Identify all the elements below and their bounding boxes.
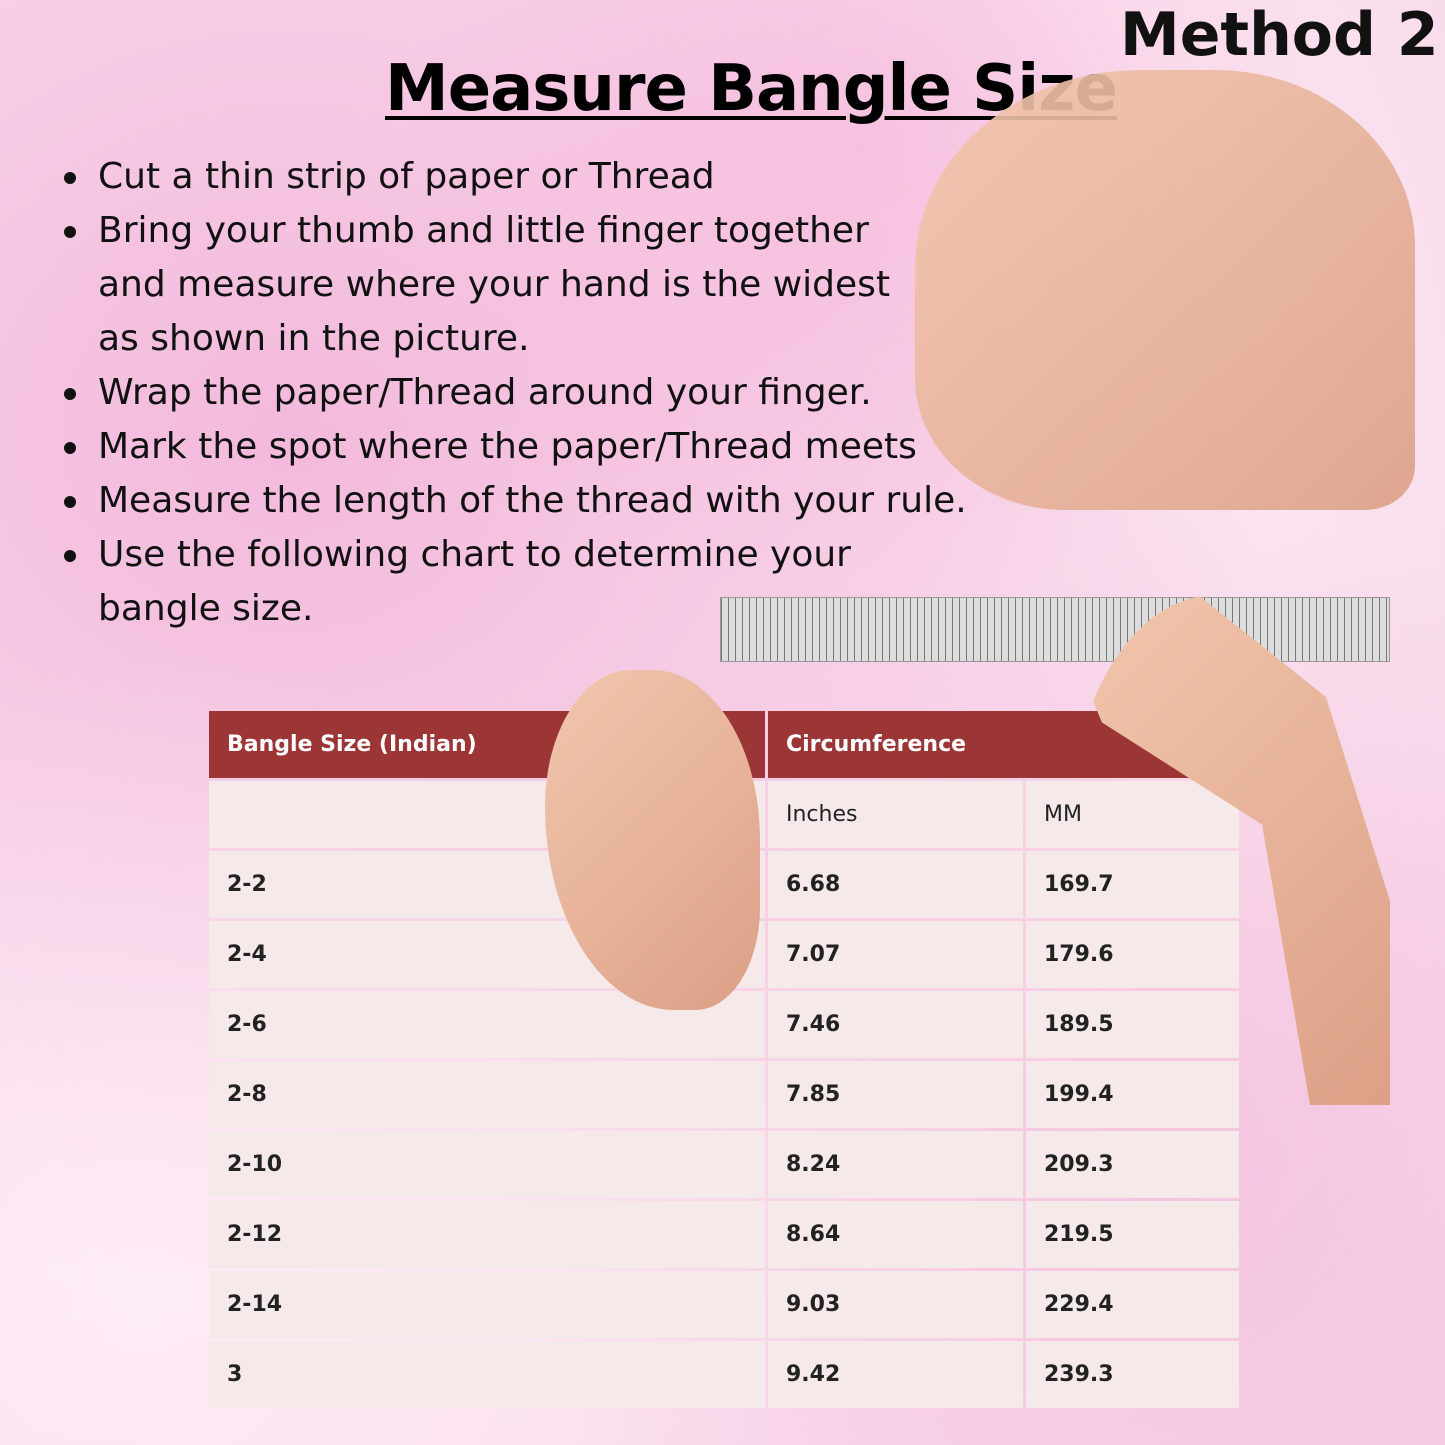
cell-mm: 169.7 [1026, 851, 1239, 918]
list-item: Bring your thumb and little finger toget… [62, 204, 942, 366]
cell-inches: 9.03 [768, 1271, 1023, 1338]
table-subheader-row: Inches MM [209, 781, 1239, 848]
cell-inches: 8.64 [768, 1201, 1023, 1268]
subheader-inches: Inches [768, 781, 1023, 848]
cell-inches: 9.42 [768, 1341, 1023, 1408]
list-item: Cut a thin strip of paper or Thread [62, 150, 1002, 204]
cell-mm: 239.3 [1026, 1341, 1239, 1408]
list-item: Wrap the paper/Thread around your finger… [62, 366, 1002, 420]
cell-mm: 179.6 [1026, 921, 1239, 988]
table-row: 2-6 7.46 189.5 [209, 991, 1239, 1058]
page-title: Measure Bangle Size [385, 52, 1118, 126]
cell-inches: 6.68 [768, 851, 1023, 918]
cell-size: 3 [209, 1341, 765, 1408]
subheader-mm: MM [1026, 781, 1239, 848]
cell-size: 2-14 [209, 1271, 765, 1338]
cell-size: 2-12 [209, 1201, 765, 1268]
table-row: 2-12 8.64 219.5 [209, 1201, 1239, 1268]
cell-mm: 199.4 [1026, 1061, 1239, 1128]
cell-inches: 8.24 [768, 1131, 1023, 1198]
cell-inches: 7.07 [768, 921, 1023, 988]
list-item: Mark the spot where the paper/Thread mee… [62, 420, 1002, 474]
cell-inches: 7.46 [768, 991, 1023, 1058]
cell-mm: 209.3 [1026, 1131, 1239, 1198]
table-row: 3 9.42 239.3 [209, 1341, 1239, 1408]
list-item: Measure the length of the thread with yo… [62, 474, 1002, 528]
table-row: 2-10 8.24 209.3 [209, 1131, 1239, 1198]
bangle-size-table: Bangle Size (Indian) Circumference Inches… [206, 708, 1242, 1411]
instructions-list: Cut a thin strip of paper or Thread Brin… [62, 150, 1002, 636]
table-row: 2-14 9.03 229.4 [209, 1271, 1239, 1338]
cell-size: 2-8 [209, 1061, 765, 1128]
ruler-photo [720, 597, 1390, 662]
list-item: Use the following chart to determine you… [62, 528, 902, 636]
method-label: Method 2 [1120, 0, 1439, 70]
table-row: 2-8 7.85 199.4 [209, 1061, 1239, 1128]
cell-inches: 7.85 [768, 1061, 1023, 1128]
cell-size: 2-10 [209, 1131, 765, 1198]
cell-mm: 229.4 [1026, 1271, 1239, 1338]
hand-measuring-photo [915, 70, 1415, 510]
cell-mm: 219.5 [1026, 1201, 1239, 1268]
cell-mm: 189.5 [1026, 991, 1239, 1058]
